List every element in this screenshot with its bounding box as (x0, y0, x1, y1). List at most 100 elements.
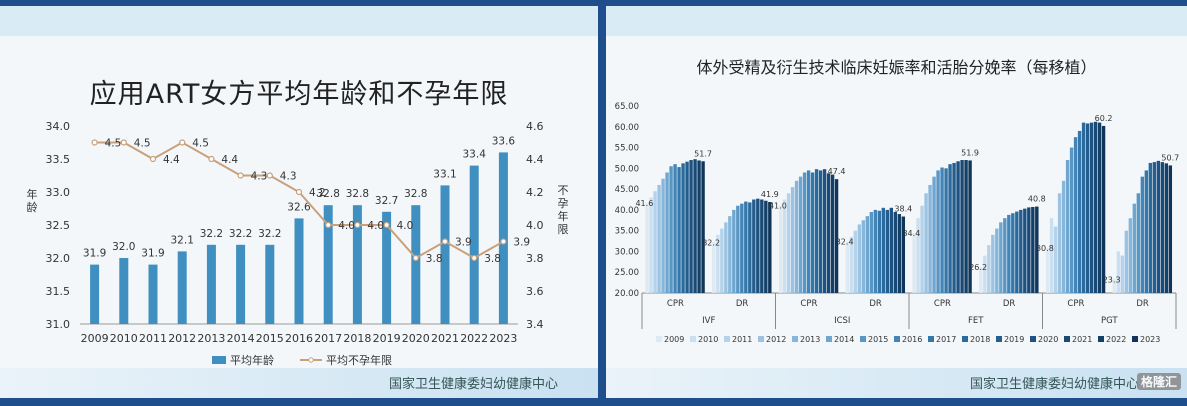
subcategory-label: DR (1003, 299, 1016, 309)
rate-bar (1081, 122, 1086, 293)
left-chart-title: 应用ART女方平均年龄和不孕年限 (89, 79, 509, 110)
x-tick-label: 2012 (168, 332, 196, 345)
rate-bar (1045, 248, 1050, 293)
legend-year-label: 2017 (936, 335, 956, 344)
legend-year-label: 2010 (698, 335, 718, 344)
y-tick-label: 60.00 (615, 123, 639, 133)
legend-swatch-age (212, 356, 226, 364)
rate-bar (1148, 162, 1153, 293)
pregnancy-rate-chart: 20.00 25.00 30.00 35.00 40.00 45.00 50.00 55.00… (615, 102, 1180, 344)
rate-bar (1027, 207, 1031, 293)
subcategory-label: DR (869, 299, 882, 309)
rate-bar (830, 174, 835, 293)
infertility-data-label: 4.0 (397, 220, 414, 232)
right-chart-title: 体外受精及衍生技术临床妊娠率和活胎分娩率（每移植） (696, 58, 1097, 77)
rate-bar (1116, 251, 1121, 293)
y-tick-label: 65.00 (615, 102, 639, 112)
infertility-data-label: 4.3 (251, 171, 268, 183)
legend-swatch (928, 336, 934, 342)
rate-bar (822, 169, 827, 293)
legend-swatch (860, 336, 866, 342)
rate-bar (1073, 137, 1078, 293)
rate-bar (1136, 193, 1141, 293)
rate-bar (693, 159, 697, 293)
right-y-tick-label: 4.4 (526, 153, 544, 166)
rate-bar (1124, 230, 1129, 293)
infertility-point (412, 254, 419, 262)
legend-year-label: 2020 (1038, 335, 1058, 344)
legend-label-infertility: 平均不孕年限 (326, 353, 392, 367)
rate-bar (1156, 160, 1161, 293)
infertility-data-label: 4.5 (134, 138, 151, 150)
rate-bar (657, 184, 661, 293)
legend-swatch (792, 336, 798, 342)
infertility-data-label: 3.8 (426, 253, 443, 265)
rate-bar (794, 180, 799, 293)
right-axis-label-char: 年 (558, 209, 569, 223)
legend-swatch (724, 336, 730, 342)
infertility-data-label: 4.2 (309, 187, 326, 199)
rate-bar (1164, 163, 1169, 293)
category-label: PGT (1101, 316, 1118, 326)
rate-bar (1011, 213, 1015, 293)
rate-bar (865, 216, 870, 293)
rate-bar (760, 199, 764, 293)
rate-bar (960, 160, 964, 293)
age-bar (440, 185, 450, 324)
age-data-label: 33.6 (492, 135, 516, 147)
infertility-point (500, 238, 507, 245)
rate-bar (740, 203, 744, 293)
infertility-point (471, 254, 478, 262)
age-data-label: 33.4 (463, 149, 487, 161)
rate-bar (1097, 122, 1102, 293)
rate-bar (853, 230, 858, 293)
infertility-point (120, 139, 127, 146)
rate-bar (669, 166, 673, 293)
legend-year-label: 2018 (970, 335, 990, 344)
age-data-label: 32.8 (346, 188, 369, 200)
x-tick-label: 2016 (285, 332, 313, 345)
legend-swatch (996, 336, 1002, 342)
rate-bar (645, 203, 649, 293)
legend-swatch (826, 336, 832, 342)
rate-bar (1112, 279, 1117, 293)
infertility-point (354, 221, 361, 229)
rate-bar (940, 167, 944, 293)
last-year-label: 40.8 (1028, 195, 1046, 204)
legend-year-label: 2022 (1106, 335, 1126, 344)
legend-year-label: 2009 (664, 335, 684, 344)
left-top-band (0, 6, 598, 36)
legend-year-label: 2019 (1004, 335, 1024, 344)
category-label: IVF (702, 316, 715, 326)
x-tick-label: 2013 (197, 332, 225, 345)
rate-bar (948, 164, 952, 293)
age-data-label: 32.2 (200, 228, 223, 240)
rate-bar (881, 207, 886, 293)
x-tick-label: 2023 (489, 332, 517, 345)
rate-bar (768, 201, 772, 293)
rate-bar (720, 228, 724, 293)
rate-bar (1152, 162, 1157, 293)
infertility-point (441, 238, 449, 245)
right-y-tick-label: 3.6 (526, 285, 544, 298)
category-label: FET (968, 316, 984, 326)
infertility-point (237, 172, 244, 179)
infertility-data-label: 4.0 (367, 220, 384, 232)
right-axis-label-char: 孕 (558, 197, 569, 210)
last-year-label: 38.4 (894, 205, 912, 214)
rate-bar (920, 205, 924, 293)
last-year-label: 41.9 (761, 190, 779, 199)
rate-bar (790, 187, 795, 293)
rate-bar (752, 199, 756, 293)
right-footer-text: 国家卫生健康委妇幼健康中心 (969, 377, 1139, 392)
rate-bar (681, 163, 685, 293)
first-year-label: 32.4 (836, 237, 854, 246)
right-y-tick-label: 3.4 (526, 318, 544, 331)
last-year-label: 47.4 (828, 167, 846, 176)
left-axis-label-char: 年 (27, 187, 38, 201)
right-y-tick-label: 4.6 (526, 120, 544, 133)
right-y-tick-label: 4.2 (526, 186, 544, 199)
rate-bar (944, 168, 948, 293)
x-tick-label: 2017 (314, 332, 342, 345)
infertility-point (325, 221, 332, 229)
